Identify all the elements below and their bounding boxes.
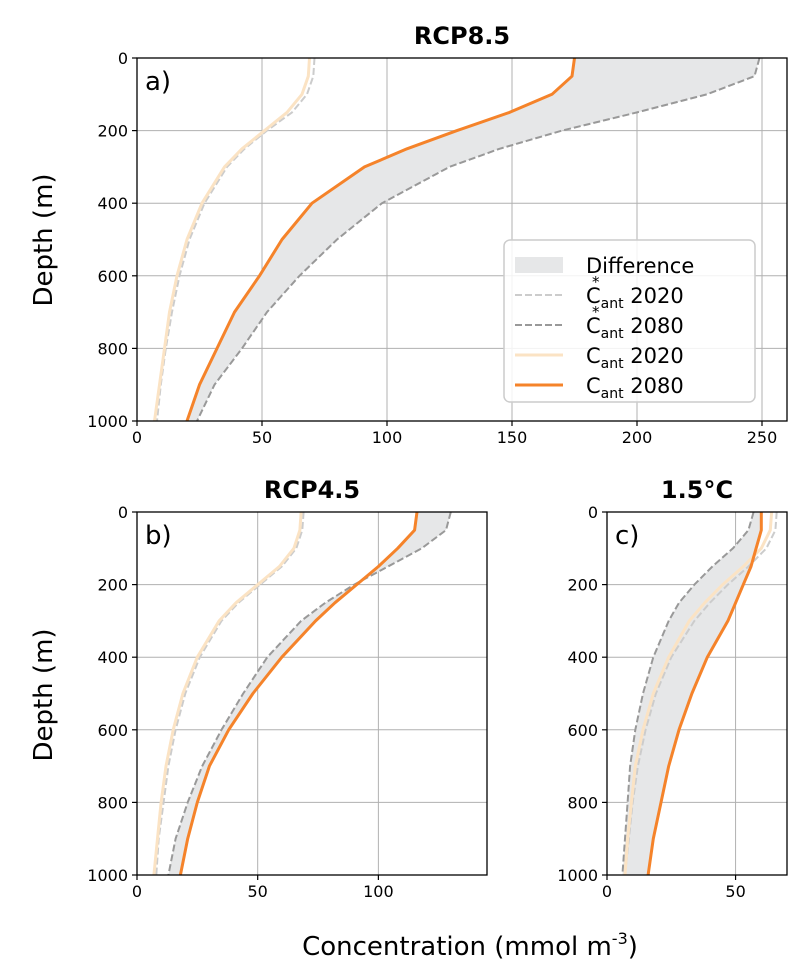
x-axis-label-text: Concentration (mmol m	[302, 932, 612, 962]
series-line-cstar_2080	[167, 512, 452, 875]
y-tick-label: 1000	[87, 412, 128, 431]
y-tick-label: 0	[118, 49, 128, 68]
legend-swatch	[515, 257, 563, 273]
series-line-cstar_2080	[196, 58, 761, 421]
series-line-cant_2020	[152, 512, 303, 875]
axes-frame	[136, 511, 488, 876]
x-tick-label: 0	[132, 428, 142, 447]
y-tick-label: 200	[97, 122, 128, 141]
x-axis-label-end: )	[628, 932, 638, 962]
legend-box	[503, 239, 756, 403]
legend-item-diff: Difference	[515, 254, 694, 278]
y-tick-label: 600	[567, 721, 598, 740]
x-tick-label: 0	[132, 882, 142, 901]
x-tick-label: 250	[747, 428, 778, 447]
y-tick-label: 1000	[87, 866, 128, 885]
x-tick-label: 0	[602, 882, 612, 901]
series-line-cant_2080	[178, 512, 419, 875]
series-line-cstar_2020	[624, 512, 778, 875]
panel-c: 0 50 0 200 400 600 800 1000 1.5°C c)	[557, 476, 788, 901]
legend-item-cstar_2080: Cant 2080*	[515, 303, 684, 342]
y-tick-label: 800	[97, 339, 128, 358]
x-tick-label: 100	[363, 882, 394, 901]
panel-title: RCP4.5	[264, 476, 360, 504]
panel-title: RCP8.5	[414, 22, 510, 50]
series-line-cant_2080	[646, 512, 763, 875]
panels: 0 50 100 150 200 25002004006008001000RCP8.5a)…	[87, 22, 788, 901]
axes-frame	[136, 57, 788, 422]
panel-label: b)	[145, 521, 172, 551]
y-tick-label: 600	[97, 721, 128, 740]
panel-label: c)	[615, 521, 639, 551]
panel-title: 1.5°C	[661, 476, 733, 504]
series-line-cant_2020	[623, 512, 774, 875]
x-tick-label: 200	[622, 428, 653, 447]
difference-area	[622, 512, 762, 875]
x-axis-label-sup: -3	[612, 929, 628, 948]
series-line-cant_2080	[185, 58, 576, 421]
y-tick-label: 200	[97, 576, 128, 595]
legend-label: Cant 2080	[586, 314, 684, 342]
legend-label: Cant 2020	[586, 284, 684, 312]
y-tick-label: 800	[97, 793, 128, 812]
x-tick-label: 100	[372, 428, 403, 447]
y-tick-label: 400	[97, 648, 128, 667]
legend-label: Cant 2020	[586, 344, 684, 372]
x-tick-label: 50	[252, 428, 272, 447]
legend-item-cant_2080: Cant 2080	[515, 374, 684, 402]
y-tick-label: 0	[588, 503, 598, 522]
legend-item-cant_2020: Cant 2020	[515, 344, 684, 372]
y-tick-label: 600	[97, 267, 128, 286]
y-tick-label: 800	[567, 793, 598, 812]
legend-star: *	[592, 273, 600, 291]
legend-label: Cant 2080	[586, 374, 684, 402]
y-tick-label: 400	[97, 194, 128, 213]
y-tick-label: 200	[567, 576, 598, 595]
x-tick-label: 50	[248, 882, 268, 901]
y-axis-label-top: Depth (m)	[29, 173, 59, 306]
panel-a: 0 50 100 150 200 250 0 200 400 600 800 1000 RCP8.5 a)	[87, 22, 788, 447]
series-line-cant_2020	[153, 58, 311, 421]
x-axis-label: Concentration (mmol m-3)	[302, 929, 638, 962]
y-tick-label: 1000	[557, 866, 598, 885]
legend-star: *	[592, 303, 600, 321]
y-axis-label-bottom: Depth (m)	[29, 628, 59, 761]
axes-frame	[606, 511, 788, 876]
legend-label: Difference	[586, 254, 694, 278]
legend-item-cstar_2020: Cant 2020*	[515, 273, 684, 312]
difference-area	[187, 58, 760, 421]
series-line-cstar_2020	[155, 512, 305, 875]
series-line-cstar_2080	[621, 512, 755, 875]
difference-area	[168, 512, 451, 875]
y-tick-label: 0	[118, 503, 128, 522]
x-tick-label: 150	[497, 428, 528, 447]
x-tick-label: 50	[725, 882, 745, 901]
y-tick-label: 400	[567, 648, 598, 667]
panel-label: a)	[145, 67, 171, 97]
